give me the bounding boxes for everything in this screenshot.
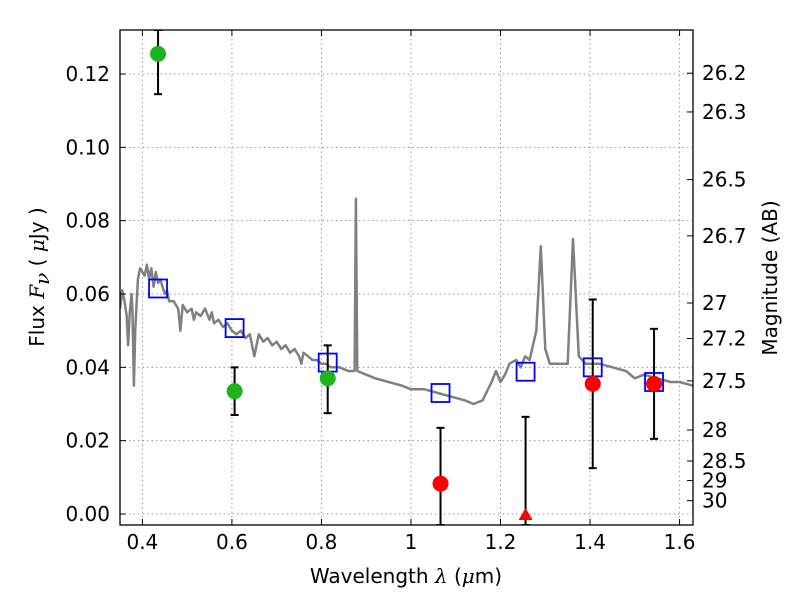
right-axis-label: Magnitude (AB) (758, 200, 782, 355)
y-axis-nu: ν (30, 273, 54, 285)
y-axis-f: F (25, 284, 49, 300)
x-axis-label: Wavelength λ (μm) (310, 564, 502, 588)
grid-lines (120, 30, 693, 525)
x-tick-label: 0.4 (126, 530, 158, 554)
low-significance-point (584, 375, 601, 392)
x-tick-label: 1.6 (664, 530, 696, 554)
x-tick-label: 1 (405, 530, 418, 554)
y-tick-label: 0.08 (65, 209, 110, 233)
model-spectrum-line (120, 197, 693, 406)
axis-ticks: 0.4 0.6 0.8 1 1.2 1.4 1.6 0.00 0.02 0.04 0.06 0.08 0… (65, 30, 747, 554)
y-tick-label: 0.02 (65, 429, 110, 453)
y-tick-label: 0.04 (65, 355, 110, 379)
y-tick-label: 0.00 (65, 502, 110, 526)
mag-tick-label: 26.2 (702, 61, 747, 85)
mag-tick-label: 28 (702, 418, 727, 442)
detection-point (226, 383, 243, 400)
mag-tick-label: 29 (702, 469, 727, 493)
mag-tick-label: 26.5 (702, 168, 747, 192)
mag-tick-label: 28.5 (702, 449, 747, 473)
y-axis-mu: μ (25, 239, 49, 252)
mag-tick-label: 27.5 (702, 369, 747, 393)
model-photometry-square (148, 278, 168, 299)
x-tick-label: 1.2 (485, 530, 517, 554)
mag-tick-label: 30 (702, 489, 727, 513)
x-tick-label: 1.4 (574, 530, 606, 554)
model-photometry-square (515, 361, 536, 382)
non-detection-marker (518, 508, 533, 520)
x-tick-label: 0.8 (306, 530, 338, 554)
mag-tick-label: 27.2 (702, 327, 747, 351)
mag-tick-label: 26.3 (702, 100, 747, 124)
x-tick-label: 0.6 (216, 530, 248, 554)
plot-area (120, 30, 693, 525)
mag-tick-label: 27 (702, 291, 727, 315)
detection-point (319, 370, 336, 387)
y-tick-label: 0.12 (65, 62, 110, 86)
y-axis-label: Flux Fν ( μJy ) (25, 207, 54, 346)
y-tick-label: 0.10 (65, 135, 110, 159)
detection-point (150, 45, 167, 62)
x-axis-mu: μ (462, 564, 475, 588)
low-significance-point (432, 475, 449, 492)
plot-frame (119, 29, 694, 526)
low-significance-point (646, 375, 663, 392)
model-photometry-square (224, 318, 245, 339)
y-tick-label: 0.06 (65, 282, 110, 306)
model-photometry-square (430, 383, 451, 403)
x-axis-lambda: λ (434, 564, 448, 588)
mag-tick-label: 26.7 (702, 224, 747, 248)
